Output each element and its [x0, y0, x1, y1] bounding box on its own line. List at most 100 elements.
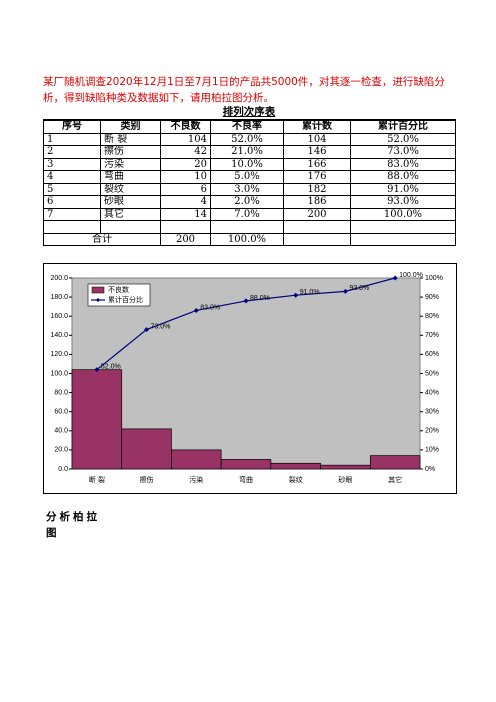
total-cell: 200 — [160, 232, 211, 246]
line-marker — [342, 288, 348, 294]
bar — [121, 428, 172, 470]
table-cell: 21.0% — [210, 145, 284, 159]
y-tick-label: 180.0 — [50, 294, 68, 301]
y-tick-label: 100.0 — [50, 370, 68, 377]
line-marker — [144, 327, 150, 333]
table-cell: 6 — [160, 182, 211, 196]
y2-tick-label: 50% — [425, 370, 439, 377]
total-label: 合计 — [43, 232, 161, 246]
empty-cell — [350, 232, 456, 246]
table-cell: 擦伤 — [100, 145, 161, 159]
table-cell: 5.0% — [210, 170, 284, 184]
y-tick-label: 40.0 — [54, 428, 68, 435]
table-title: 排列次序表 — [222, 106, 276, 118]
intro-text: 某厂随机调查2020年12月1日至7月1日的产品共5000件，对其逐一检查，进行… — [43, 76, 445, 104]
empty-cell — [100, 220, 161, 234]
table-row: 6 砂眼 4 2.0% 186 93.0% — [43, 195, 456, 209]
y-tick-label: 200.0 — [50, 275, 68, 282]
table-row: 3 污染 20 10.0% 166 83.0% — [43, 157, 456, 171]
y-tick-label: 120.0 — [50, 351, 68, 358]
table-cell: 2.0% — [210, 195, 284, 209]
x-tick-label: 弯曲 — [239, 475, 253, 484]
table-cell: 186 — [283, 195, 351, 209]
empty-cell — [43, 220, 101, 234]
data-label: 52.0% — [101, 364, 121, 371]
table-cell: 52.0% — [210, 132, 284, 146]
y2-tick-label: 30% — [425, 409, 439, 416]
bar — [270, 462, 321, 470]
y2-tick-label: 70% — [425, 332, 439, 339]
empty-cell — [283, 220, 351, 234]
legend-marker — [96, 298, 100, 302]
table-cell: 砂眼 — [100, 195, 161, 209]
y2-tick-label: 60% — [425, 351, 439, 358]
table-cell: 73.0% — [350, 145, 456, 159]
table-cell: 14 — [160, 207, 211, 221]
table-cell: 3 — [43, 157, 101, 171]
table-cell: 146 — [283, 145, 351, 159]
table-cell: 200 — [283, 207, 351, 221]
y2-tick-label: 80% — [425, 313, 439, 320]
y2-tick-label: 90% — [425, 294, 439, 301]
data-label: 88.0% — [250, 295, 270, 302]
table-cell: 2 — [43, 145, 101, 159]
header-row: 序号 类别 不良数 不良率 累计数 累计百分比 — [43, 119, 456, 134]
x-tick-label: 断 裂 — [89, 475, 105, 484]
header-cell: 类别 — [100, 119, 161, 134]
table-cell: 83.0% — [350, 157, 456, 171]
data-label: 73.0% — [151, 323, 171, 330]
table-cell: 166 — [283, 157, 351, 171]
total-row: 合计 200 100.0% — [43, 232, 456, 246]
table-cell: 182 — [283, 182, 351, 196]
header-cell: 不良率 — [210, 119, 284, 134]
empty-cell — [283, 232, 351, 246]
empty-cell — [160, 220, 211, 234]
table-cell: 6 — [43, 195, 101, 209]
legend-label: 累计百分比 — [108, 295, 143, 304]
data-table: 序号 类别 不良数 不良率 累计数 累计百分比 1 断 裂 104 52.0% 104 52.0% 2 擦… — [43, 119, 456, 246]
line-marker — [94, 367, 100, 373]
line-marker — [392, 275, 398, 281]
table-cell: 其它 — [100, 207, 161, 221]
table-cell: 7 — [43, 207, 101, 221]
table-row: 7 其它 14 7.0% 200 100.0% — [43, 207, 456, 221]
table-cell: 91.0% — [350, 182, 456, 196]
bar — [171, 449, 222, 470]
empty-cell — [350, 220, 456, 234]
table-cell: 裂纹 — [100, 182, 161, 196]
blank-row — [43, 220, 456, 234]
table-cell: 3.0% — [210, 182, 284, 196]
table-cell: 弯曲 — [100, 170, 161, 184]
table-cell: 7.0% — [210, 207, 284, 221]
table-cell: 176 — [283, 170, 351, 184]
y-tick-label: 20.0 — [54, 447, 68, 454]
y2-tick-label: 0% — [425, 466, 435, 473]
header-cell: 序号 — [43, 119, 101, 134]
x-tick-label: 擦伤 — [140, 475, 154, 484]
data-label: 91.0% — [300, 289, 320, 296]
legend-swatch — [91, 286, 105, 294]
table-row: 4 弯曲 10 5.0% 176 88.0% — [43, 170, 456, 184]
chart: 0.0 20.0 40.0 60.0 80.0 100.0 120.0 140.0 160.0 1… — [43, 263, 457, 494]
total-cell: 100.0% — [210, 232, 284, 246]
y-tick-label: 160.0 — [50, 313, 68, 320]
bar — [220, 459, 272, 470]
y2-tick-label: 10% — [425, 447, 439, 454]
table-cell: 20 — [160, 157, 211, 171]
table-row: 5 裂纹 6 3.0% 182 91.0% — [43, 182, 456, 196]
x-tick-label: 污染 — [189, 475, 203, 484]
y2-tick-label: 100% — [425, 275, 443, 282]
bar — [320, 464, 371, 470]
table-cell: 10.0% — [210, 157, 284, 171]
table-cell: 污染 — [100, 157, 161, 171]
y-tick-label: 140.0 — [50, 332, 68, 339]
y-tick-label: 60.0 — [54, 409, 68, 416]
y2-tick-label: 20% — [425, 428, 439, 435]
x-tick-label: 其它 — [388, 475, 402, 484]
empty-cell — [210, 220, 284, 234]
table-cell: 5 — [43, 182, 101, 196]
table-cell: 42 — [160, 145, 211, 159]
table-cell: 52.0% — [350, 132, 456, 146]
